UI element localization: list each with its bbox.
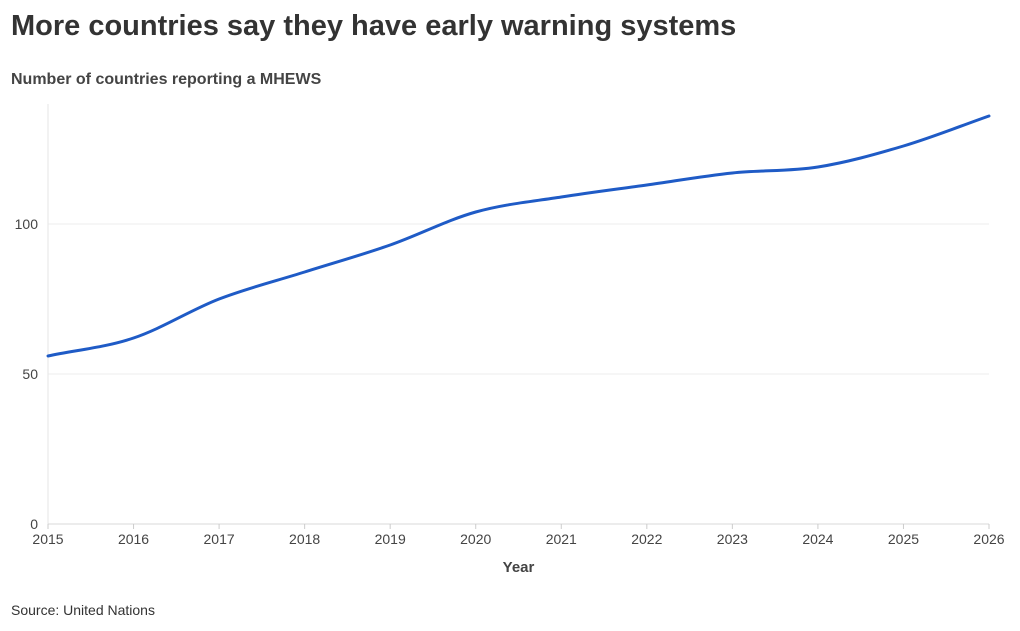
- x-tick-label-2020: 2020: [460, 531, 491, 547]
- x-tick-label-2024: 2024: [802, 531, 833, 547]
- x-tick-label-2023: 2023: [717, 531, 748, 547]
- gridlines: [48, 223, 989, 375]
- series: [46, 114, 991, 358]
- x-tick-label-2017: 2017: [204, 531, 235, 547]
- x-tick-label-2025: 2025: [888, 531, 919, 547]
- x-axis-title: Year: [503, 559, 535, 576]
- axes: [47, 104, 990, 529]
- x-tick-label-2022: 2022: [631, 531, 662, 547]
- chart-subtitle: Number of countries reporting a MHEWS: [11, 71, 322, 88]
- y-tick-label-100: 100: [15, 216, 39, 232]
- tick-labels: 0 50 100 2015 2016 2017 2018 2019 2020 2021 2022 20…: [15, 216, 1005, 547]
- source-note: Source: United Nations: [11, 602, 155, 618]
- chart-title: More countries say they have early warni…: [11, 10, 737, 42]
- x-tick-label-2019: 2019: [375, 531, 406, 547]
- series-line-0: [46, 114, 991, 358]
- y-tick-label-50: 50: [22, 366, 38, 382]
- x-tick-label-2026: 2026: [973, 531, 1004, 547]
- y-tick-label-0: 0: [30, 516, 38, 532]
- x-tick-label-2015: 2015: [32, 531, 63, 547]
- x-tick-label-2021: 2021: [546, 531, 577, 547]
- x-tick-label-2018: 2018: [289, 531, 320, 547]
- x-tick-label-2016: 2016: [118, 531, 149, 547]
